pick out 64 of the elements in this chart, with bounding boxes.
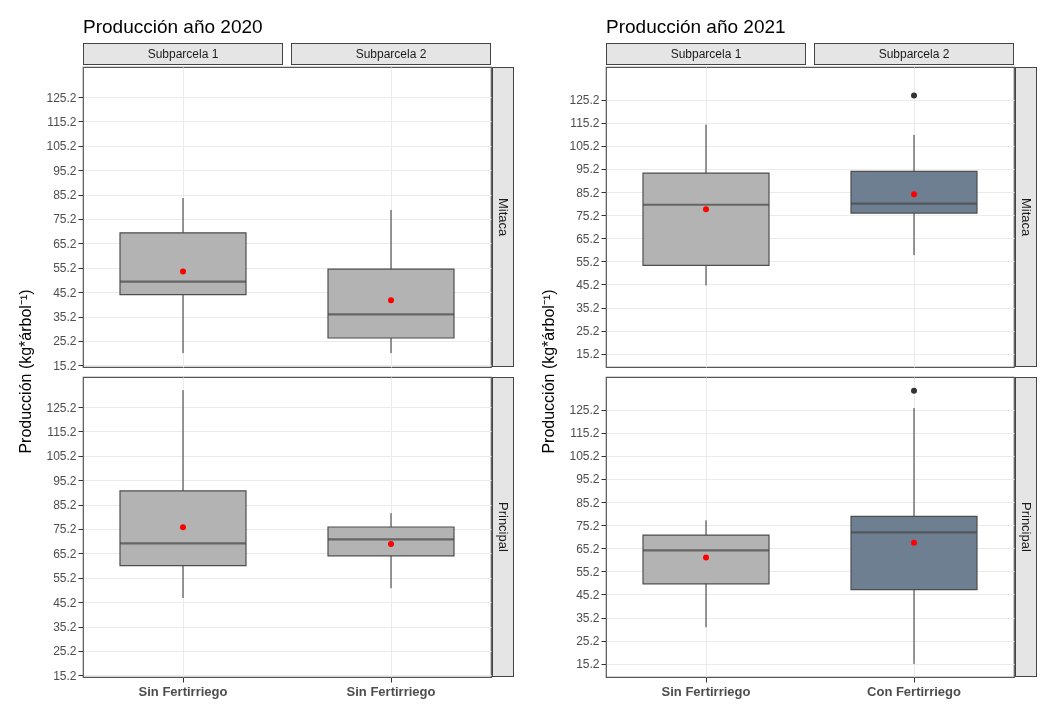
y-tick-label: 85.2	[53, 188, 77, 203]
y-tick-label: 115.2	[47, 424, 77, 439]
y-axis-title: Producción (kg*árbol⁻¹)	[540, 289, 558, 454]
y-tick-label: 15.2	[53, 358, 77, 373]
x-tick-label: Sin Fertirriego	[661, 683, 751, 699]
panel-strip: Mitaca	[492, 67, 514, 367]
y-tick-label: 75.2	[576, 518, 600, 533]
y-tick-label: 95.2	[576, 162, 600, 177]
x-tick-label: Sin Fertirriego	[346, 683, 436, 699]
y-tick-label: 35.2	[53, 620, 77, 635]
y-tick-label: 95.2	[53, 163, 77, 178]
y-tick-label: 55.2	[576, 254, 600, 269]
y-tick-label: 95.2	[576, 472, 600, 487]
y-axis-title: Producción (kg*árbol⁻¹)	[17, 289, 35, 454]
chart-title: Producción año 2021	[606, 16, 786, 37]
y-tick-label: 105.2	[46, 449, 77, 464]
y-tick-label: 105.2	[569, 449, 600, 464]
y-tick-label: 105.2	[569, 139, 600, 154]
x-tick-label: Con Fertirriego	[867, 683, 961, 699]
y-tick-label: 25.2	[53, 644, 77, 659]
y-tick-label: 15.2	[53, 668, 77, 683]
y-tick-label: 35.2	[576, 301, 600, 316]
y-tick-label: 65.2	[53, 236, 77, 251]
y-tick-label: 55.2	[53, 571, 77, 586]
y-tick-label: 45.2	[576, 587, 600, 602]
y-tick-label: 25.2	[53, 334, 77, 349]
panel-strip: Subparcela 1	[606, 43, 806, 65]
panel-strip: Subparcela 2	[814, 43, 1014, 65]
y-tick-label: 75.2	[53, 212, 77, 227]
panel-strip: Mitaca	[1015, 67, 1037, 367]
y-tick-label: 65.2	[53, 546, 77, 561]
y-tick-label: 125.2	[569, 403, 600, 418]
y-tick-label: 105.2	[46, 139, 77, 154]
y-tick-label: 15.2	[576, 347, 600, 362]
y-tick-label: 125.2	[569, 93, 600, 108]
y-tick-label: 125.2	[46, 90, 77, 105]
y-tick-label: 35.2	[53, 310, 77, 325]
y-tick-label: 45.2	[576, 277, 600, 292]
y-tick-label: 115.2	[570, 116, 600, 131]
x-tick-label: Sin Fertirriego	[138, 683, 228, 699]
y-tick-label: 55.2	[53, 261, 77, 276]
panel-strip: Subparcela 1	[83, 43, 283, 65]
y-tick-label: 85.2	[576, 495, 600, 510]
y-tick-label: 15.2	[576, 657, 600, 672]
y-tick-label: 55.2	[576, 564, 600, 579]
y-tick-label: 25.2	[576, 324, 600, 339]
y-tick-label: 65.2	[576, 231, 600, 246]
y-tick-label: 85.2	[53, 498, 77, 513]
y-tick-label: 45.2	[53, 285, 77, 300]
y-tick-label: 45.2	[53, 595, 77, 610]
y-tick-label: 75.2	[576, 208, 600, 223]
y-tick-label: 125.2	[46, 400, 77, 415]
panel-strip: Subparcela 2	[291, 43, 491, 65]
chart-title: Producción año 2020	[83, 16, 263, 37]
y-tick-label: 75.2	[53, 522, 77, 537]
y-tick-label: 115.2	[47, 114, 77, 129]
y-tick-label: 85.2	[576, 185, 600, 200]
y-tick-label: 35.2	[576, 611, 600, 626]
y-tick-label: 65.2	[576, 541, 600, 556]
panel-strip: Principal	[1015, 377, 1037, 677]
y-tick-label: 25.2	[576, 634, 600, 649]
y-tick-label: 95.2	[53, 473, 77, 488]
panel-strip: Principal	[492, 377, 514, 677]
y-tick-label: 115.2	[570, 426, 600, 441]
